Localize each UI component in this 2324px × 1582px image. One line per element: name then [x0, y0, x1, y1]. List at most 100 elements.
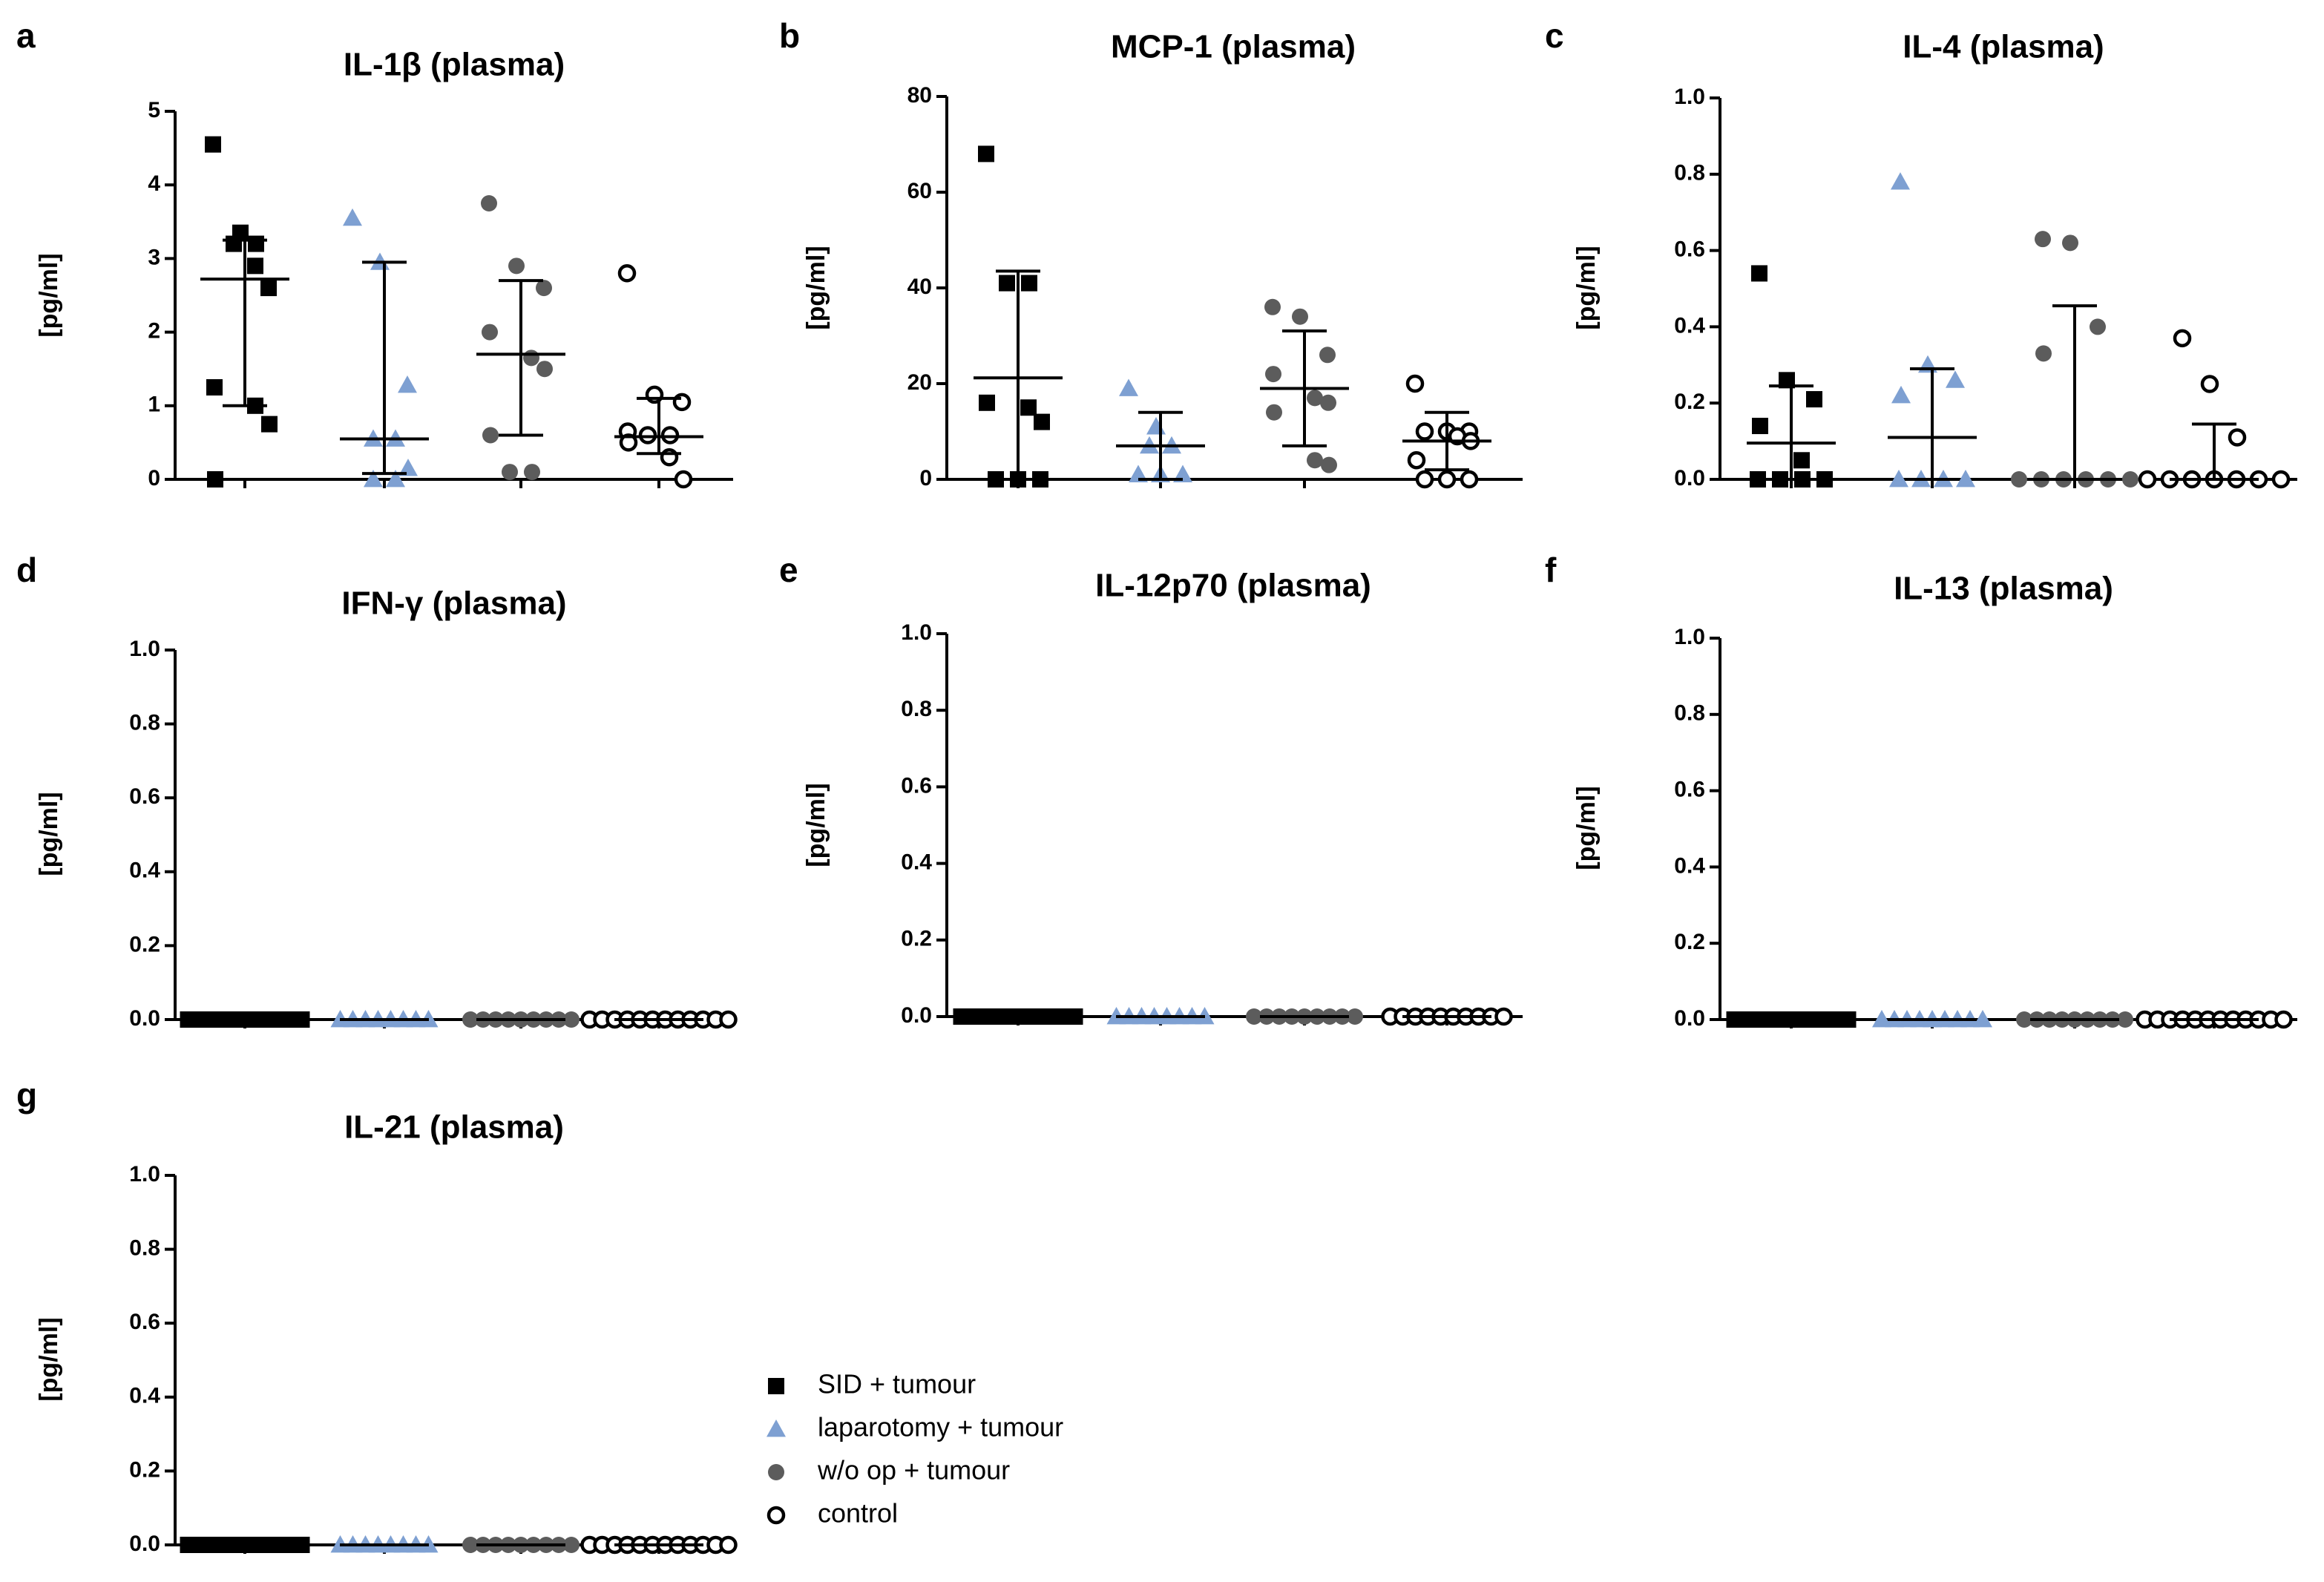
data-point: [1119, 378, 1138, 396]
series-open-circle: [614, 263, 703, 489]
series-triangle: [1116, 378, 1205, 482]
data-point: [2011, 471, 2027, 488]
data-point: [180, 1011, 197, 1028]
y-tick-label: 0.4: [1674, 853, 1705, 878]
chart-title: IL-1β (plasma): [344, 47, 565, 83]
data-point: [1891, 172, 1910, 190]
panel-g: g IL-21 (plasma) [pg/ml] 0.0 0.2 0.4 0.6 0.8 1.0: [16, 1076, 738, 1556]
data-point: [482, 427, 499, 444]
data-point: [953, 1008, 970, 1025]
data-point: [1415, 422, 1434, 441]
series-triangle: [330, 1010, 439, 1028]
y-tick-label: 0.2: [1674, 930, 1705, 954]
series-square: [1726, 1011, 1857, 1028]
data-point: [1021, 275, 1037, 292]
data-point: [481, 195, 497, 211]
legend-marker: [768, 1378, 784, 1394]
data-point: [260, 280, 277, 297]
series-open-circle: [580, 1010, 738, 1029]
y-tick-label: 0: [148, 466, 160, 490]
data-point: [180, 1537, 197, 1553]
y-tick-label: 0.6: [901, 773, 932, 798]
series-circle: [2011, 231, 2138, 488]
y-axis-label: [pg/ml]: [802, 783, 830, 867]
series-square: [180, 1011, 310, 1028]
data-point: [1146, 417, 1166, 435]
chart-title: IFN-γ (plasma): [341, 585, 566, 622]
data-point: [1265, 366, 1281, 383]
data-point: [1321, 456, 1337, 473]
data-point: [617, 263, 637, 283]
data-point: [1750, 471, 1766, 488]
data-point: [261, 416, 278, 433]
panel-a: a IL-1β (plasma) [pg/ml] 0 1 2 3 4 5: [16, 16, 733, 490]
data-point: [1946, 370, 1965, 388]
data-point: [2090, 318, 2106, 335]
data-point: [536, 280, 552, 297]
data-point: [2117, 1011, 2133, 1028]
legend-marker: [767, 1506, 786, 1525]
data-point: [719, 1010, 738, 1029]
data-point: [482, 324, 498, 341]
data-point: [1806, 391, 1822, 408]
data-point: [248, 235, 264, 252]
series-open-circle: [1381, 1007, 1513, 1026]
y-tick-label: 0.4: [129, 1384, 160, 1408]
y-tick-label: 1.0: [129, 1162, 160, 1186]
data-point: [1264, 298, 1281, 315]
data-point: [1292, 308, 1308, 325]
series-square: [953, 1008, 1083, 1025]
y-axis-label: [pg/ml]: [802, 246, 830, 329]
y-tick-label: 0.0: [129, 1006, 160, 1031]
data-point: [660, 447, 679, 467]
y-tick-label: 1.0: [901, 620, 932, 645]
data-point: [2200, 375, 2219, 393]
data-point: [1266, 404, 1282, 421]
data-point: [719, 1535, 738, 1555]
data-point: [1246, 1008, 1262, 1025]
data-point: [672, 393, 692, 412]
data-point: [1307, 452, 1323, 469]
series-open-circle: [580, 1535, 738, 1555]
panel-e: e IL-12p70 (plasma) [pg/ml] 0.0 0.2 0.4 0.6 0.8…: [779, 551, 1523, 1028]
data-point: [563, 1537, 580, 1553]
data-point: [364, 470, 383, 488]
data-point: [1816, 471, 1833, 488]
panel-letter: e: [779, 551, 798, 589]
legend-label: control: [818, 1498, 898, 1529]
data-point: [1839, 1011, 1857, 1028]
data-point: [1066, 1008, 1083, 1025]
y-tick-label: 0.4: [1674, 313, 1705, 338]
data-point: [343, 208, 362, 226]
data-point: [2173, 329, 2192, 348]
y-tick-label: 0.6: [1674, 237, 1705, 262]
data-point: [1437, 470, 1457, 489]
panel-letter: a: [16, 16, 36, 55]
chart-title: IL-13 (plasma): [1894, 571, 2113, 607]
legend-marker: [768, 1464, 784, 1480]
series-triangle: [1888, 172, 1977, 488]
legend-item: SID + tumour: [768, 1369, 976, 1399]
y-tick-label: 0.8: [129, 1236, 160, 1261]
data-point: [978, 145, 994, 163]
y-tick-label: 5: [148, 98, 160, 122]
series-circle: [462, 1011, 580, 1028]
panel-f: f IL-13 (plasma) [pg/ml] 0.0 0.2 0.4 0.6 0.8 1.0: [1545, 551, 2297, 1031]
data-point: [2062, 234, 2078, 252]
data-point: [1726, 1011, 1743, 1028]
legend-label: laparotomy + tumour: [818, 1412, 1063, 1442]
data-point: [2016, 1011, 2032, 1028]
data-point: [1891, 385, 1911, 404]
series-open-circle: [2138, 329, 2291, 489]
panel-letter: f: [1545, 551, 1557, 589]
series-open-circle: [2136, 1010, 2293, 1029]
chart-title: IL-4 (plasma): [1903, 29, 2104, 65]
series-triangle: [1106, 1007, 1215, 1025]
series-triangle: [1872, 1010, 1992, 1028]
y-axis-label: [pg/ml]: [1572, 786, 1601, 870]
data-point: [999, 275, 1015, 292]
data-point: [1020, 399, 1037, 416]
series-circle: [1246, 1008, 1363, 1025]
data-point: [398, 375, 417, 393]
data-point: [1307, 390, 1323, 407]
